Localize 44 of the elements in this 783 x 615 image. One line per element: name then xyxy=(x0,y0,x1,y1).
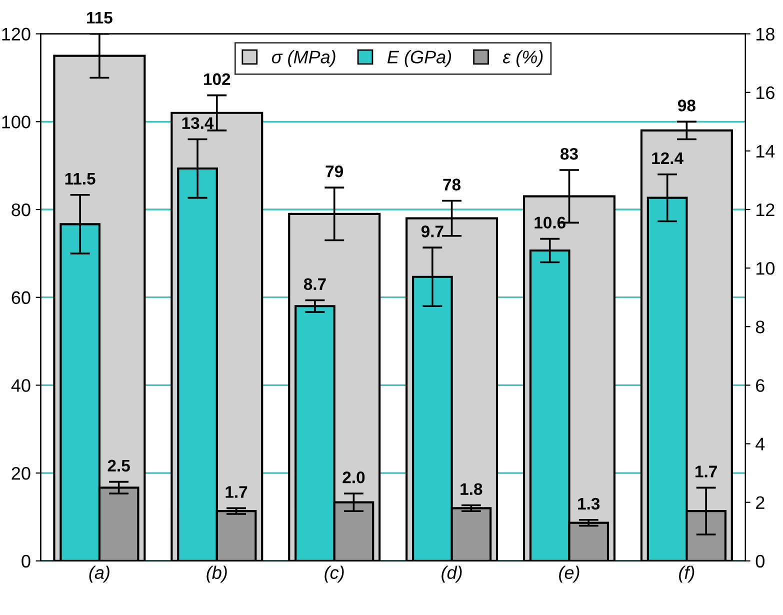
y2-tick-label: 14 xyxy=(756,145,775,158)
x-tick-label: (a) xyxy=(89,566,110,583)
y2-tick-label: 16 xyxy=(756,86,774,100)
x-tick-label: (c) xyxy=(324,566,344,583)
x-tick-label: (e) xyxy=(559,566,580,583)
data-label: 115 xyxy=(87,12,112,24)
legend-label: σ (MPa) xyxy=(272,50,336,67)
y-tick-label: 0 xyxy=(22,554,30,568)
x-tick-label: (b) xyxy=(206,566,227,583)
y2-tick-label: 8 xyxy=(756,320,764,334)
y2-tick-label: 10 xyxy=(756,262,775,275)
x-tick-label: (f) xyxy=(679,566,694,583)
y2-tick-label: 12 xyxy=(756,203,774,216)
y2-tick-label: 6 xyxy=(756,379,764,392)
data-label: 12.4 xyxy=(652,152,684,164)
data-label: 1.7 xyxy=(696,466,717,478)
x-tick-label: (d) xyxy=(442,566,462,583)
y2-tick-label: 0 xyxy=(756,554,764,568)
data-label: 98 xyxy=(678,100,696,112)
data-label: 1.8 xyxy=(460,483,482,496)
data-label: 8.7 xyxy=(304,278,326,290)
data-label: 83 xyxy=(560,148,578,160)
y-tick-label: 40 xyxy=(11,379,30,392)
y2-tick-label: 18 xyxy=(756,28,774,41)
data-label: 78 xyxy=(443,178,461,190)
data-label: 10.6 xyxy=(534,216,566,229)
y-tick-label: 80 xyxy=(12,203,30,216)
data-label: 2.5 xyxy=(108,460,130,472)
legend-label: E (GPa) xyxy=(387,50,452,67)
y-tick-label: 120 xyxy=(2,28,30,41)
data-label: 11.5 xyxy=(65,173,96,185)
y2-tick-label: 2 xyxy=(756,496,764,509)
legend-label: ε (%) xyxy=(502,50,543,67)
data-label: 9.7 xyxy=(421,226,444,238)
data-label: 102 xyxy=(204,73,230,86)
data-label: 13.4 xyxy=(182,117,214,130)
y-tick-label: 100 xyxy=(2,116,30,128)
data-label: 1.3 xyxy=(578,498,600,510)
y-tick-label: 20 xyxy=(12,466,30,480)
y-tick-label: 60 xyxy=(12,291,30,304)
data-label: 2.0 xyxy=(342,471,365,484)
data-label: 79 xyxy=(326,166,343,178)
data-label: 1.7 xyxy=(226,486,248,498)
y2-tick-label: 4 xyxy=(756,438,765,450)
